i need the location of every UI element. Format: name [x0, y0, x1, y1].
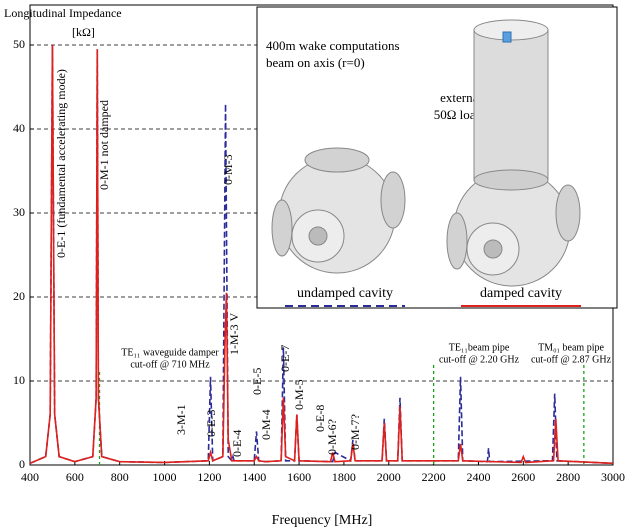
- cutoff-label: TE₁₁beam pipe: [449, 342, 510, 353]
- cavity-drawing: [271, 147, 406, 274]
- mode-label: 0-E-4: [230, 430, 244, 457]
- x-tick-label: 2600: [511, 470, 535, 484]
- mode-label: 0-M-4: [259, 409, 273, 440]
- cutoff-label: cut-off @ 710 MHz: [130, 359, 210, 370]
- inset-text: 400m wake computations: [266, 38, 400, 53]
- y-tick-label: 50: [13, 37, 25, 51]
- mode-label: 3-M-1: [174, 404, 188, 435]
- legend-label: damped cavity: [480, 286, 562, 301]
- mode-label: 0-M-5: [292, 379, 306, 410]
- cutoff-label: TM₀₁ beam pipe: [538, 342, 604, 353]
- inset-text: beam on axis (r=0): [266, 55, 365, 70]
- y-tick-label: 30: [13, 205, 25, 219]
- x-tick-label: 2000: [377, 470, 401, 484]
- legend-label: undamped cavity: [297, 286, 393, 301]
- cutoff-label: cut-off @ 2.20 GHz: [439, 354, 520, 365]
- load-text: 50Ω load: [434, 107, 483, 122]
- mode-label: 1-M-3 V: [227, 313, 241, 355]
- x-tick-label: 1000: [153, 470, 177, 484]
- mode-label: 0-M-3: [221, 154, 235, 185]
- y-tick-label: 10: [13, 373, 25, 387]
- cutoff-label: TE₁₁ waveguide damper: [121, 347, 219, 358]
- y-tick-label: 0: [19, 457, 25, 471]
- mode-label: 0-M-6?: [325, 419, 339, 455]
- inset: 400m wake computations beam on axis (r=0…: [256, 6, 618, 309]
- x-tick-label: 1200: [197, 470, 221, 484]
- x-tick-label: 1800: [332, 470, 356, 484]
- load-text: external: [440, 90, 482, 105]
- x-tick-label: 3000: [601, 470, 625, 484]
- mode-label: 0-M-7?: [348, 414, 362, 450]
- series-line: [29, 44, 614, 465]
- x-tick-label: 1400: [242, 470, 266, 484]
- mode-label: 0-M-1 not damped: [97, 100, 111, 190]
- y-tick-label: 40: [13, 121, 25, 135]
- mode-label: 0-E-5: [250, 368, 264, 395]
- mode-label: 0-E-1 (fundamental accelerating mode): [54, 69, 68, 258]
- x-tick-label: 2200: [422, 470, 446, 484]
- mode-label: 0-E-8: [313, 405, 327, 432]
- x-axis-title: Frequency [MHz]: [272, 513, 373, 528]
- y-axis-unit: [kΩ]: [72, 25, 95, 39]
- x-tick-label: 600: [66, 470, 84, 484]
- x-tick-label: 2800: [556, 470, 580, 484]
- x-tick-label: 400: [21, 470, 39, 484]
- y-tick-label: 20: [13, 289, 25, 303]
- cavity-drawing: [446, 19, 581, 287]
- mode-label: 0-E-7: [278, 345, 292, 372]
- cutoff-label: cut-off @ 2.87 GHz: [531, 354, 612, 365]
- x-tick-label: 2400: [466, 470, 490, 484]
- x-tick-label: 1600: [287, 470, 311, 484]
- y-axis-title: Longitudinal Impedance: [4, 6, 122, 20]
- x-tick-label: 800: [111, 470, 129, 484]
- mode-label: 0-E-3: [204, 410, 218, 437]
